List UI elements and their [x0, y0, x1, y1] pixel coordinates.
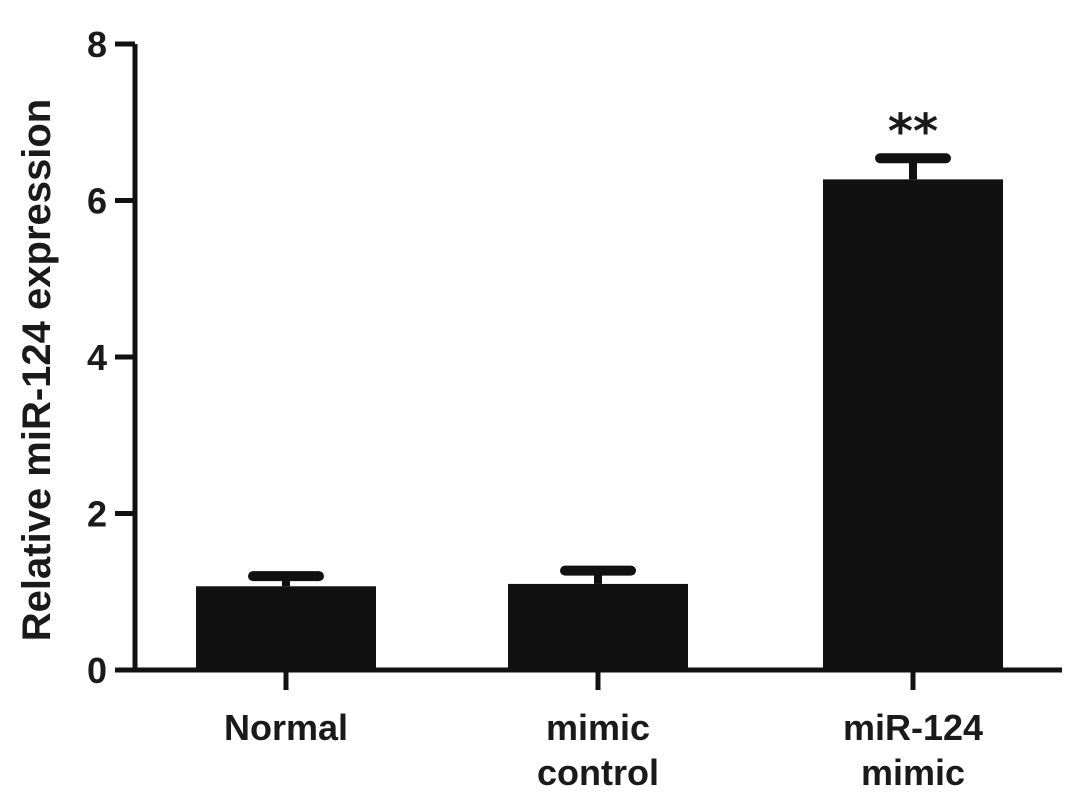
- bars-layer: [196, 179, 1003, 670]
- y-tick-label: 8: [87, 24, 107, 65]
- error-bars-layer: [248, 153, 951, 587]
- x-tick-label: control: [537, 752, 659, 793]
- axes-layer: [115, 41, 1062, 690]
- bar: [508, 583, 688, 670]
- bar: [823, 179, 1003, 670]
- x-tick-label: Normal: [224, 707, 348, 748]
- y-tick-label: 0: [87, 650, 107, 691]
- bar: [196, 586, 376, 670]
- significance-label: **: [888, 104, 938, 160]
- x-tick-label: miR-124: [843, 707, 983, 748]
- x-tick-label: mimic: [546, 707, 650, 748]
- y-tick-label: 2: [87, 494, 107, 535]
- y-tick-label: 6: [87, 181, 107, 222]
- y-tick-label: 4: [87, 337, 107, 378]
- x-tick-label: mimic: [861, 752, 965, 793]
- y-axis-title: Relative miR-124 expression: [15, 99, 59, 641]
